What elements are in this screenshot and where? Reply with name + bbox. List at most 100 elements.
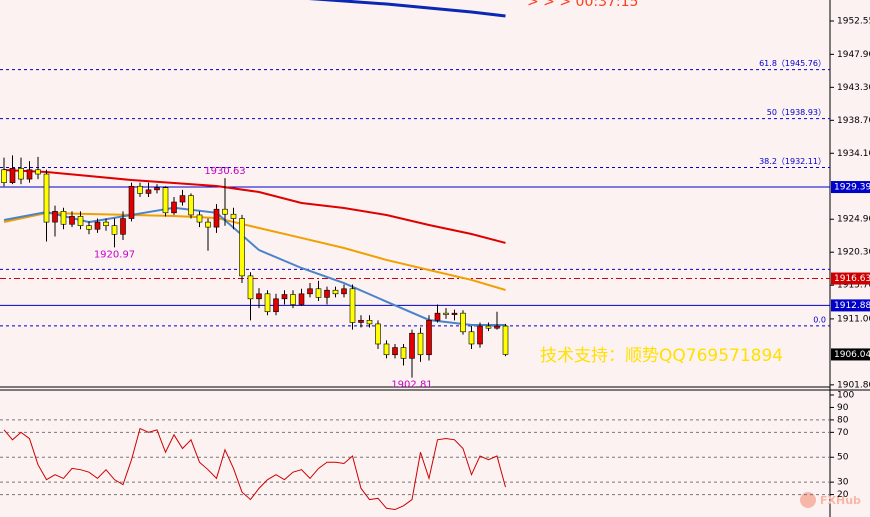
candle-body [426,320,432,356]
candle-body [341,288,347,295]
candle-body [264,293,271,313]
candle-body [477,325,483,345]
candle-body [222,208,228,215]
candle-body [137,185,143,194]
y-tick-label: 100 [837,390,854,400]
candle-body [443,312,449,315]
moving-average [3,211,506,291]
candle-body [281,294,288,300]
candle-body [256,293,262,300]
y-tick-label: 1915.70 [837,281,870,291]
logo-icon [800,492,816,508]
candle-body [451,312,458,315]
watermark: 技术支持：顺势QQ769571894 [540,346,783,366]
y-tick-label: 20 [837,490,849,500]
main-panel: 61.8（1945.76） 50（1938.93） 38.2（1932.11） 0.0… [0,0,830,391]
candle-body [230,213,237,219]
logo: FXHub [820,494,861,507]
candle-body [154,187,160,191]
candle-body [94,221,101,230]
candle-body [43,173,50,223]
candle-body [26,169,33,180]
candle-body [111,225,118,235]
y-tick-label: 80 [837,415,849,425]
candle-body [77,216,84,226]
candle-body [349,288,356,323]
candle-body [103,221,109,226]
candle-body [366,320,373,325]
candle-body [324,289,330,298]
candle-body [205,221,211,228]
y-tick-label: 50 [837,453,849,463]
candle-body [9,168,16,183]
price-annotation: 1930.63 [204,166,245,177]
candle-body [162,187,169,214]
current-price: 1906.04 [834,350,870,360]
candle-body [273,298,279,313]
candle-body [358,320,364,323]
candle-body [213,208,220,228]
candle-body [1,169,7,183]
oscillator-line [3,427,506,511]
candle-body [86,225,92,230]
candle-body [52,211,58,223]
candle-body [383,343,390,356]
candle-body [417,332,424,356]
candle-body [332,289,339,295]
candle-body [179,195,186,203]
fib-label: 50（1938.93） [767,108,826,117]
candle-body [468,331,475,345]
level-box [831,272,870,285]
candle-body [502,325,509,355]
candle-body [128,185,135,219]
candle-body [60,211,67,225]
y-tick-label: 1911.00 [837,314,870,324]
y-tick-label: 30 [837,478,849,488]
price-annotation: 1920.97 [94,249,135,260]
candle-body [392,347,398,356]
candle-body [409,332,415,359]
y-tick-label: 1924.90 [837,215,870,225]
level-label: 1916.63 [834,274,870,284]
candle-body [145,189,152,194]
timer: > > > 00:37:15 [527,0,638,10]
candle-body [494,325,500,329]
level-box [831,181,870,194]
price-annotation: 1902.81 [391,380,432,391]
candle-body [69,216,75,225]
y-tick-label: 1947.90 [837,50,870,60]
y-tick-label: 90 [837,403,849,413]
fib-label: 61.8（1945.76） [759,59,826,68]
candle-body [239,218,245,277]
candle-body [120,218,126,235]
level-label: 1912.88 [834,301,870,311]
candle-body [315,288,322,298]
candle-body [375,323,381,345]
candle-body [290,294,296,305]
candle-body [18,168,24,180]
fib-label: 0.0 [813,315,826,324]
y-tick-label: 1952.55 [837,17,870,27]
y-tick-label: 1943.30 [837,83,870,93]
candle-body [307,288,313,295]
price-box [831,348,870,361]
candle-body [171,201,177,214]
candle-body [298,293,305,305]
candle-body [460,312,466,333]
candle-body [434,312,441,321]
moving-average [3,168,506,244]
candle-body [35,169,41,175]
oscillator-panel [0,419,830,511]
level-box [831,299,870,312]
candle-body [247,275,254,300]
price-axis: 1952.55 1947.90 1943.30 1938.70 1934.10 1924.… [830,17,870,500]
moving-average [308,0,506,18]
y-tick-label: 1934.10 [837,149,870,159]
fib-label: 38.2（1932.11） [759,157,826,166]
candle-body [400,347,407,359]
y-tick-label: 1901.80 [837,380,870,390]
candle-body [196,214,203,223]
y-tick-label: 1920.30 [837,248,870,258]
y-tick-label: 1938.70 [837,116,870,126]
